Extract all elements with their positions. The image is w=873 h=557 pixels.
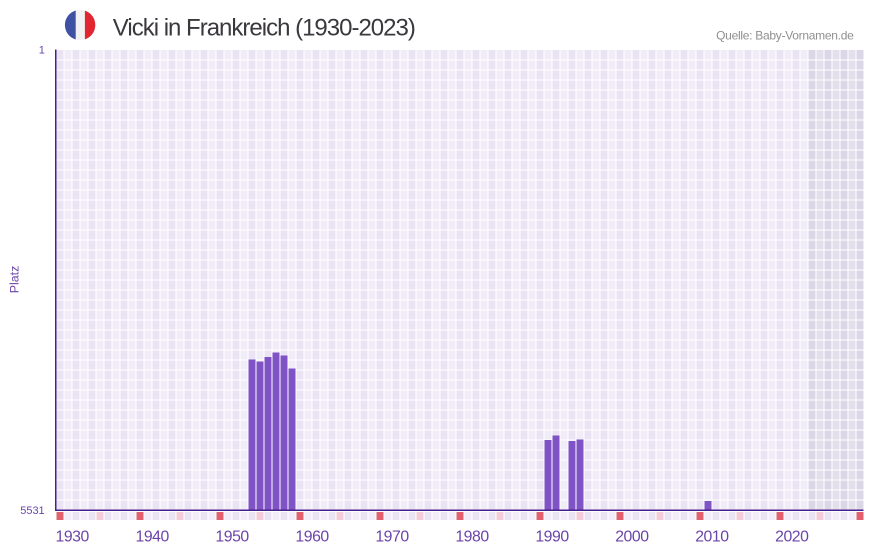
svg-text:Platz: Platz: [8, 266, 22, 294]
svg-text:5531: 5531: [20, 505, 44, 517]
svg-text:2010: 2010: [695, 529, 729, 546]
svg-text:1950: 1950: [215, 529, 249, 546]
svg-text:2020: 2020: [775, 529, 809, 546]
svg-text:1980: 1980: [455, 529, 489, 546]
svg-text:2000: 2000: [615, 529, 649, 546]
svg-text:1930: 1930: [56, 529, 90, 546]
svg-text:1940: 1940: [136, 529, 170, 546]
svg-text:1960: 1960: [295, 529, 329, 546]
svg-text:Quelle: Baby-Vornamen.de: Quelle: Baby-Vornamen.de: [716, 29, 854, 43]
svg-text:1990: 1990: [535, 529, 569, 546]
svg-text:1: 1: [39, 45, 45, 57]
svg-text:Vicki in Frankreich (1930-2023: Vicki in Frankreich (1930-2023): [113, 15, 415, 42]
svg-text:1970: 1970: [375, 529, 409, 546]
